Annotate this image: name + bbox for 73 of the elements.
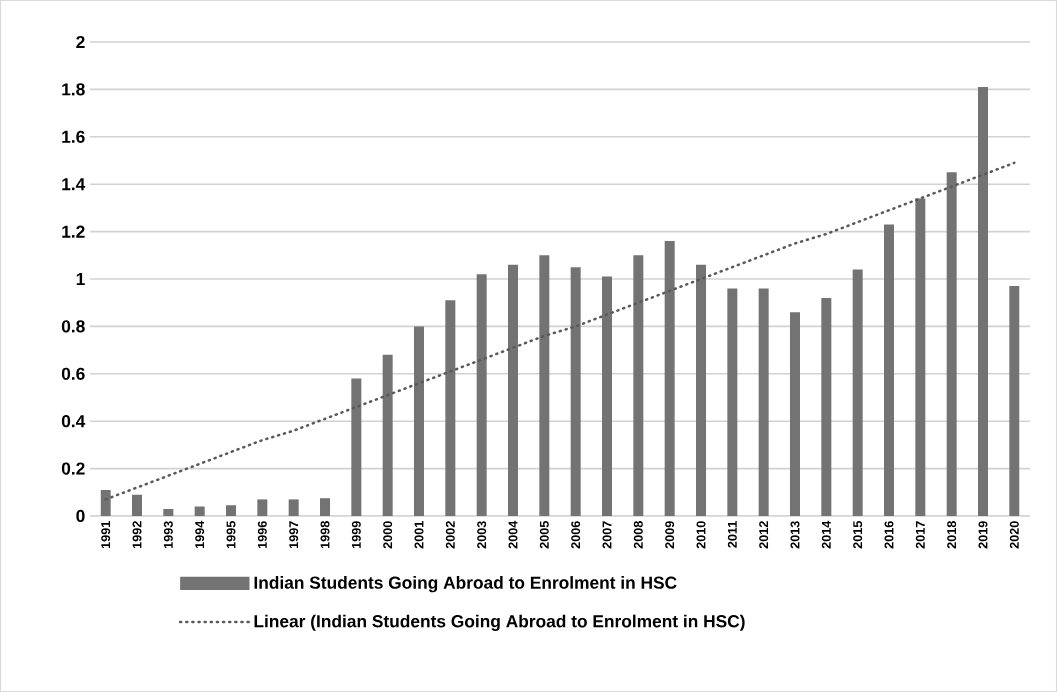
x-tick-label: 2000: [383, 521, 393, 549]
bar: [664, 241, 675, 516]
y-tick-label: 1.2: [62, 225, 85, 238]
bar: [194, 506, 205, 516]
x-tick-label: 2020: [1009, 521, 1019, 549]
bar: [382, 354, 393, 516]
bar: [915, 198, 926, 516]
bar: [288, 499, 299, 516]
x-tick-label: 2008: [633, 521, 643, 549]
x-tick-label: 1992: [132, 521, 142, 549]
bar: [351, 378, 362, 516]
x-tick-label: 2017: [915, 521, 925, 549]
x-tick-label: 2004: [508, 520, 518, 549]
bar: [132, 494, 143, 516]
bar: [696, 264, 706, 516]
bar: [539, 255, 550, 516]
bar: [414, 326, 425, 516]
x-tick-label: 2001: [414, 521, 424, 549]
x-tick-label: 1993: [163, 521, 173, 549]
y-tick-label: 0.8: [61, 320, 85, 333]
bar: [445, 300, 456, 516]
bar: [633, 255, 644, 516]
y-tick-label: 1: [76, 273, 85, 285]
bar: [978, 87, 988, 516]
bar: [570, 267, 581, 516]
bar: [758, 288, 769, 516]
x-tick-label: 2014: [821, 520, 831, 549]
bar: [476, 274, 487, 516]
x-tick-label: 1991: [101, 521, 111, 549]
x-tick-label: 2009: [665, 521, 675, 549]
bar: [1009, 286, 1020, 516]
legend-label: Indian Students Going Abroad to Enrolment in HSC: [254, 576, 677, 593]
x-tick-label: 1995: [226, 521, 236, 549]
x-tick-label: 1999: [351, 521, 361, 549]
bar: [100, 489, 111, 516]
x-tick-label: 2012: [759, 521, 769, 549]
bar: [884, 224, 894, 516]
x-tick-label: 2006: [571, 521, 581, 549]
x-tick-label: 2011: [727, 521, 737, 548]
legend-label: Linear (Indian Students Going Abroad to Enrolment in HSC): [254, 614, 745, 631]
x-tick-label: 2003: [477, 521, 487, 549]
y-tick-label: 0.6: [61, 367, 85, 380]
x-tick-label: 2015: [853, 521, 863, 549]
x-tick-label: 1998: [320, 521, 330, 549]
x-tick-label: 2016: [884, 521, 894, 549]
x-tick-label: 1996: [257, 521, 267, 549]
bar: [226, 505, 237, 516]
bar: [257, 499, 268, 516]
bar: [852, 269, 863, 516]
bar: [163, 508, 174, 516]
x-tick-label: 2013: [790, 521, 800, 549]
bar: [320, 498, 331, 516]
bar: [946, 172, 957, 516]
y-tick-label: 1.8: [62, 83, 85, 96]
x-tick-label: 2007: [602, 521, 612, 549]
bar: [821, 297, 832, 516]
y-tick-label: 2: [76, 35, 85, 49]
y-tick-label: 0.2: [61, 462, 85, 475]
x-tick-label: 2002: [445, 521, 455, 549]
x-tick-label: 2018: [947, 521, 957, 549]
x-tick-label: 2019: [978, 521, 988, 549]
y-tick-label: 0.4: [61, 415, 86, 428]
x-tick-label: 2010: [696, 521, 706, 549]
y-tick-label: 1.4: [62, 178, 86, 191]
bar: [790, 312, 800, 516]
bar: [602, 276, 612, 516]
bar: [508, 264, 518, 516]
x-tick-label: 1997: [289, 521, 299, 549]
x-tick-label: 2005: [539, 521, 549, 549]
y-tick-label: 1.6: [62, 130, 85, 143]
x-tick-label: 1994: [195, 520, 205, 549]
y-tick-label: 0: [76, 509, 85, 523]
bar: [727, 288, 738, 516]
